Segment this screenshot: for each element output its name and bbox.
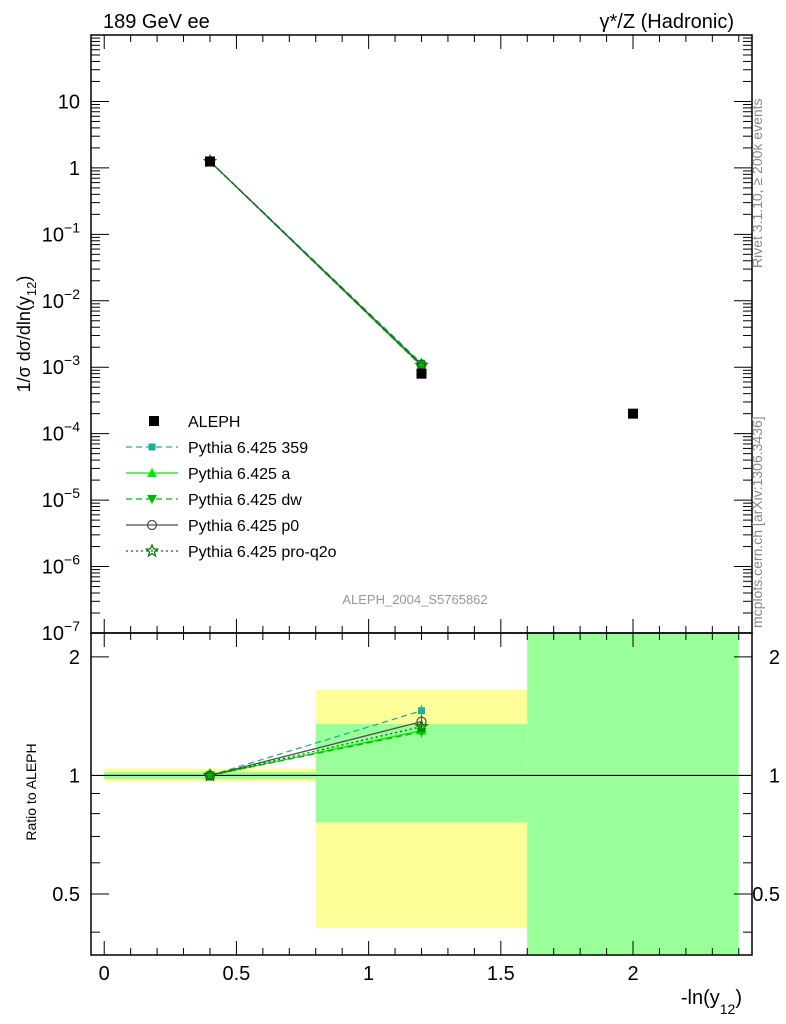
legend-marker-p359 bbox=[148, 443, 156, 451]
y-tick-exponent: −3 bbox=[64, 352, 80, 368]
y-tick-base: 10 bbox=[42, 557, 64, 579]
header-right: γ*/Z (Hadronic) bbox=[600, 11, 734, 33]
ylabel-close-part: ) bbox=[14, 276, 34, 282]
y-tick-base: 10 bbox=[42, 291, 64, 313]
series-lines bbox=[209, 160, 422, 777]
y-tick-exponent: −7 bbox=[64, 618, 80, 634]
x-tick-label: 1 bbox=[363, 963, 374, 985]
y-tick-base: 10 bbox=[42, 490, 64, 512]
legend-marker-pa bbox=[147, 468, 157, 477]
legend-label-pp0: Pythia 6.425 p0 bbox=[188, 518, 299, 535]
marker-ratio-pdw bbox=[416, 727, 427, 737]
y-tick-base: 10 bbox=[42, 357, 64, 379]
marker-ratio-pproq2o bbox=[202, 767, 218, 782]
data-point-aleph bbox=[416, 368, 427, 379]
y-tick-base: 10 bbox=[58, 91, 80, 113]
xlabel-main-part: -ln(y bbox=[681, 987, 720, 1009]
legend-label-pdw: Pythia 6.425 dw bbox=[188, 492, 302, 509]
marker-ratio-pproq2o bbox=[414, 719, 429, 733]
data-point-aleph bbox=[204, 156, 215, 167]
header-left: 189 GeV ee bbox=[103, 11, 210, 33]
line-ratio-pp0 bbox=[209, 720, 422, 777]
xlabel-sub-part: 12 bbox=[720, 1001, 736, 1017]
y-axis-label-top: 1/σ dσ/dln(y12) bbox=[14, 276, 39, 393]
ratio-y-tick-label-right: 2 bbox=[769, 647, 780, 669]
y-tick-label: 10−1 bbox=[42, 219, 80, 246]
legend-marker-pdw bbox=[147, 495, 157, 504]
x-tick-label: 2 bbox=[627, 963, 638, 985]
y-tick-label: 1 bbox=[69, 158, 80, 180]
y-tick-label: 10−6 bbox=[42, 552, 80, 579]
tick-labels: 0 0.5 1 1.5 210−710−610−510−410−310−210−1110… bbox=[42, 91, 780, 985]
legend-marker-pproq2o bbox=[144, 543, 160, 558]
watermark: ALEPH_2004_S5765862 bbox=[342, 592, 487, 607]
x-tick-label: 1.5 bbox=[487, 963, 515, 985]
axis-ticks bbox=[91, 35, 752, 955]
legend-label-pproq2o: Pythia 6.425 pro-q2o bbox=[188, 544, 337, 561]
y-tick-exponent: −6 bbox=[64, 552, 80, 568]
line-ratio-pdw bbox=[209, 731, 422, 777]
y-tick-base: 10 bbox=[42, 424, 64, 446]
marker-top-pproq2o bbox=[414, 357, 429, 372]
ratio-y-tick-label-right: 1 bbox=[769, 765, 780, 787]
xlabel-close-part: ) bbox=[735, 987, 742, 1009]
ratio-y-tick-label-left: 0.5 bbox=[52, 884, 80, 906]
legend-label-aleph: ALEPH bbox=[188, 414, 240, 431]
ratio-y-tick-label-left: 2 bbox=[69, 647, 80, 669]
band-green-1 bbox=[315, 724, 528, 823]
y-tick-label: 10−5 bbox=[42, 485, 80, 512]
ratio-y-tick-label-left: 1 bbox=[69, 765, 80, 787]
y-tick-exponent: −2 bbox=[64, 286, 80, 302]
legend-label-pa: Pythia 6.425 a bbox=[188, 466, 290, 483]
band-green-2 bbox=[527, 633, 739, 955]
y-tick-exponent: −1 bbox=[64, 219, 80, 235]
line-top-p359 bbox=[209, 160, 422, 364]
ratio-bands bbox=[91, 633, 752, 955]
y-tick-label: 10−3 bbox=[42, 352, 80, 379]
marker-top-pdw bbox=[416, 362, 427, 372]
legend: ALEPH Pythia 6.425 359 Pythia 6.425 a Pythi… bbox=[126, 414, 337, 561]
y-tick-label: 10 bbox=[58, 91, 80, 113]
y-tick-label: 10−7 bbox=[42, 618, 80, 645]
legend-label-p359: Pythia 6.425 359 bbox=[188, 440, 308, 457]
data-point-aleph bbox=[628, 408, 639, 419]
line-ratio-p359 bbox=[209, 710, 422, 777]
x-tick-label: 0.5 bbox=[223, 963, 251, 985]
marker-ratio-p359 bbox=[418, 707, 425, 715]
ratio-y-tick-label-right: 0.5 bbox=[752, 884, 780, 906]
line-top-pproq2o bbox=[209, 160, 422, 366]
y-tick-base: 10 bbox=[42, 224, 64, 246]
mcplots-label: mcplots.cern.ch [arXiv:1306.3436] bbox=[749, 416, 765, 628]
rivet-label: Rivet 3.1.10, ≥ 200k events bbox=[749, 98, 765, 268]
y-tick-exponent: −5 bbox=[64, 485, 80, 501]
svg-text:1/σ dσ/dln(y12): 1/σ dσ/dln(y12) bbox=[14, 276, 39, 393]
ylabel-main-part: 1/σ dσ/dln(y bbox=[14, 296, 34, 392]
y-axis-label-ratio: Ratio to ALEPH bbox=[23, 743, 39, 840]
legend-marker-aleph bbox=[149, 416, 159, 426]
y-tick-label: 10−2 bbox=[42, 286, 80, 313]
y-tick-base: 10 bbox=[42, 623, 64, 645]
y-tick-exponent: −4 bbox=[64, 419, 80, 435]
line-ratio-pproq2o bbox=[209, 726, 422, 777]
series-markers bbox=[202, 153, 639, 782]
x-axis-label: -ln(y12) bbox=[681, 987, 742, 1017]
y-tick-base: 1 bbox=[69, 158, 80, 180]
legend-marker-pp0 bbox=[146, 519, 158, 531]
x-tick-label: 0 bbox=[99, 963, 110, 985]
y-tick-label: 10−4 bbox=[42, 419, 80, 446]
ylabel-sub-part: 12 bbox=[24, 282, 39, 296]
